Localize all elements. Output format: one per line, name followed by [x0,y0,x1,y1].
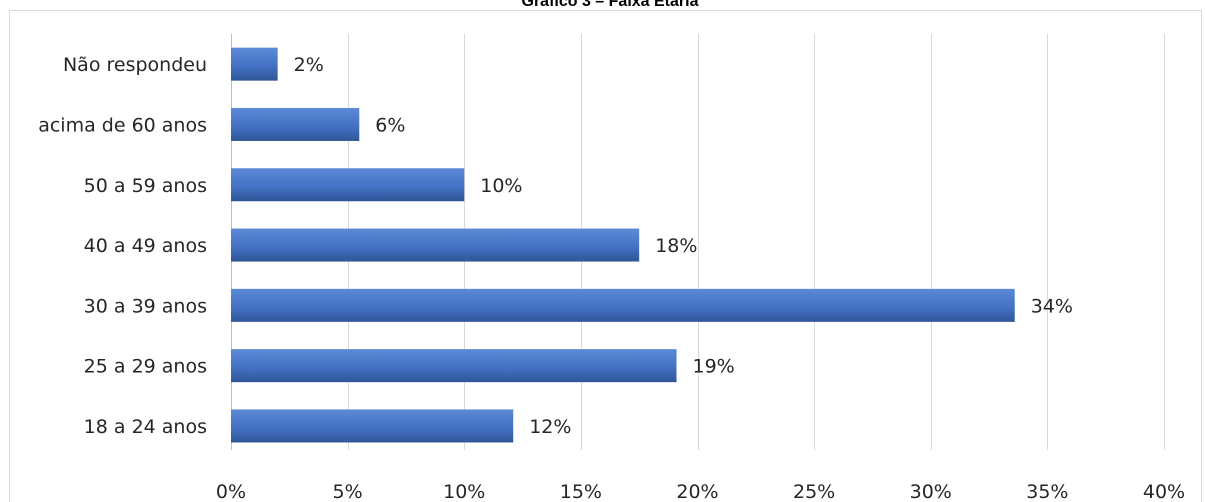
x-tick-label: 40% [1143,481,1185,502]
x-tick-label: 35% [1026,481,1068,502]
bar [231,107,360,141]
x-tick-label: 15% [560,481,602,502]
category-label: acima de 60 anos [38,114,207,136]
x-tick-label: 5% [333,481,363,502]
bar [231,168,465,202]
data-label: 6% [375,114,405,136]
data-label: 12% [529,416,571,438]
category-label: 25 a 29 anos [84,356,207,378]
x-tick-label: 0% [216,481,246,502]
bar [231,288,1015,322]
bar [231,349,677,383]
category-label: 40 a 49 anos [84,235,207,257]
data-label: 19% [693,356,735,378]
bar [231,409,514,443]
data-label: 34% [1031,295,1073,317]
bar [231,47,278,81]
x-tick-label: 10% [443,481,485,502]
x-tick-label: 30% [910,481,952,502]
labels: 0% 5% 10% 15% 20% 25% 30% 35% 40% Não respondeu 2%… [38,54,1185,502]
category-label: Não respondeu [63,54,207,76]
data-label: 18% [655,235,697,257]
data-label: 2% [294,54,324,76]
bar [231,228,640,262]
chart-title: Gráfico 3 – Faixa Etária [522,0,699,10]
bars [231,47,1015,443]
x-tick-label: 20% [676,481,718,502]
data-label: 10% [480,175,522,197]
category-label: 50 a 59 anos [84,175,207,197]
x-tick-label: 25% [793,481,835,502]
category-label: 18 a 24 anos [84,416,207,438]
chart-frame [9,10,1202,502]
category-label: 30 a 39 anos [84,295,207,317]
